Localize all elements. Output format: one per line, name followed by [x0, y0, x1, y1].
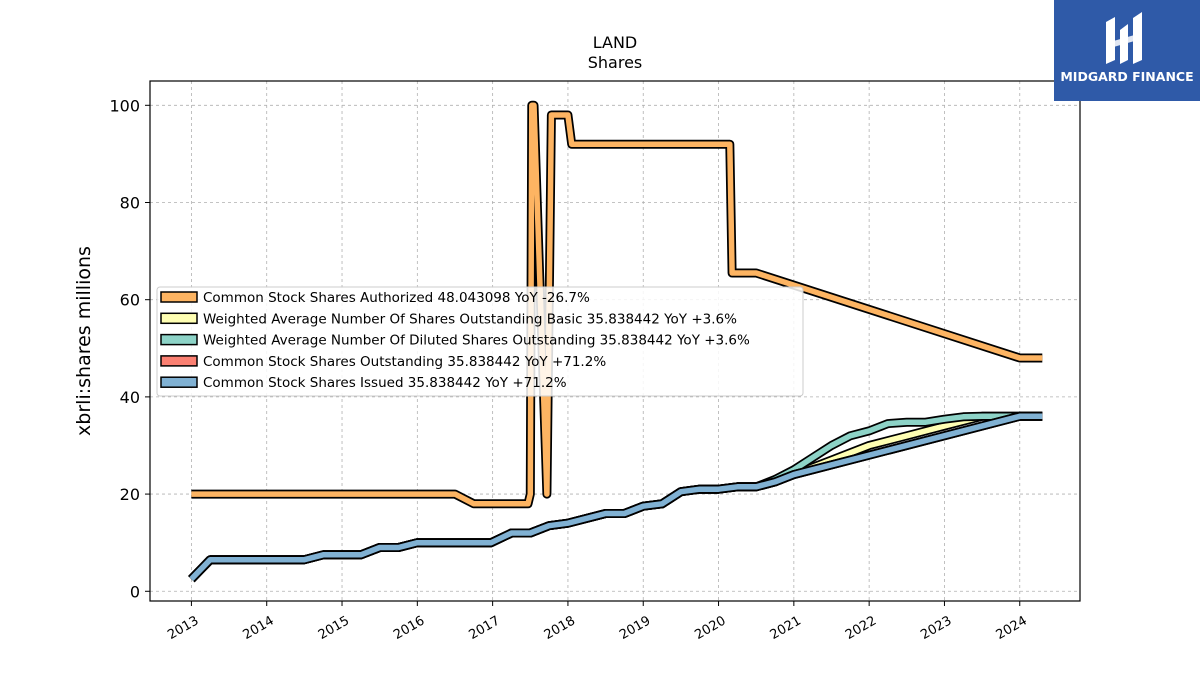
x-tick-label: 2015 [316, 613, 352, 643]
x-tick-label: 2018 [542, 613, 578, 643]
logo-text: MIDGARD FINANCE [1060, 69, 1193, 84]
x-tick-label: 2013 [165, 613, 201, 643]
y-tick-label: 40 [120, 388, 140, 407]
logo-mark-icon [1106, 12, 1142, 64]
y-axis-label: xbrli:shares millions [73, 246, 95, 436]
x-axis: 2013 2014 2015 2016 2017 2018 2019 2020 2021 2022… [165, 601, 1030, 643]
legend-entry: Weighted Average Number Of Diluted Share… [203, 333, 750, 349]
y-tick-label: 80 [120, 193, 140, 212]
legend: Common Stock Shares Authorized 48.043098… [156, 286, 804, 397]
x-tick-label: 2024 [994, 613, 1030, 643]
legend-swatch [160, 312, 198, 325]
y-tick-label: 100 [109, 96, 140, 115]
y-tick-label: 20 [120, 485, 140, 504]
legend-swatch [160, 333, 198, 346]
legend-swatch [160, 355, 198, 367]
legend-box [156, 286, 804, 397]
x-tick-label: 2021 [768, 613, 804, 643]
legend-entry: Weighted Average Number Of Shares Outsta… [203, 311, 737, 327]
midgard-finance-logo: MIDGARD FINANCE [1054, 0, 1200, 101]
chart-subtitle: Shares [588, 53, 643, 72]
legend-swatch [160, 376, 198, 388]
x-tick-label: 2023 [918, 613, 954, 643]
legend-swatch [160, 291, 198, 303]
x-tick-label: 2019 [617, 613, 653, 643]
legend-entry: Common Stock Shares Authorized 48.043098… [203, 290, 590, 306]
series-common-stock-shares-issued [188, 411, 1043, 583]
x-tick-label: 2017 [466, 613, 502, 643]
series-line [189, 413, 1043, 582]
x-tick-label: 2016 [391, 613, 427, 643]
legend-entry: Common Stock Shares Issued 35.838442 YoY… [203, 375, 567, 391]
y-tick-label: 0 [130, 582, 140, 601]
x-tick-label: 2022 [843, 613, 879, 643]
y-tick-label: 60 [120, 291, 140, 310]
x-tick-label: 2014 [241, 613, 277, 643]
x-tick-label: 2020 [692, 613, 728, 643]
y-axis: 0 20 40 60 80 100 [109, 96, 150, 601]
plot-frame [149, 80, 1081, 602]
legend-entry: Common Stock Shares Outstanding 35.83844… [203, 354, 606, 370]
chart-title: LAND [593, 33, 638, 52]
